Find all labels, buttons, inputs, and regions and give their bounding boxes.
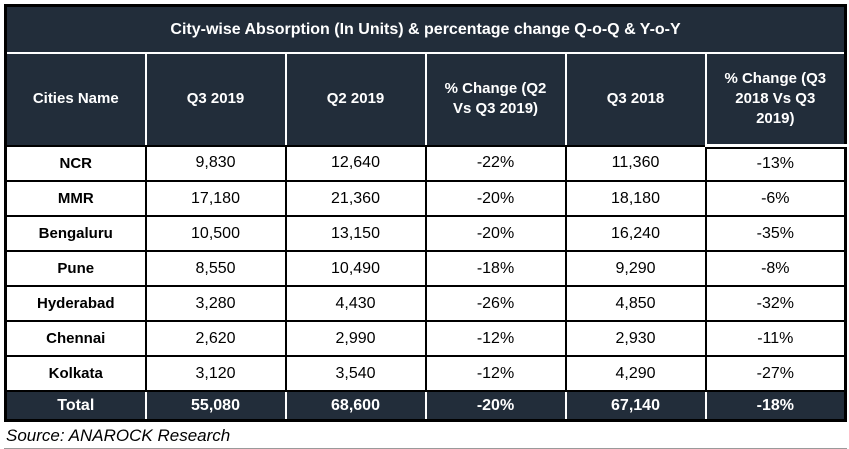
city-cell: NCR — [4, 144, 147, 182]
value-cell: -12% — [424, 355, 567, 392]
table-row: Bengaluru 10,500 13,150 -20% 16,240 -35% — [4, 215, 847, 252]
value-cell: 2,930 — [564, 320, 707, 357]
table-row: Chennai 2,620 2,990 -12% 2,930 -11% — [4, 320, 847, 357]
column-header-q3-2019: Q3 2019 — [144, 52, 287, 147]
column-header-cities: Cities Name — [4, 52, 147, 147]
value-cell: 4,290 — [564, 355, 707, 392]
value-cell: 13,150 — [284, 215, 427, 252]
column-header-q3-2018: Q3 2018 — [564, 52, 707, 147]
value-cell: 4,850 — [564, 285, 707, 322]
value-cell: -27% — [704, 355, 847, 392]
value-cell: 17,180 — [144, 180, 287, 217]
table-title: City-wise Absorption (In Units) & percen… — [5, 5, 846, 54]
city-cell: Hyderabad — [4, 285, 147, 322]
value-cell: -35% — [704, 215, 847, 252]
value-cell: -8% — [704, 250, 847, 287]
column-header-yoy-change: % Change (Q3 2018 Vs Q3 2019) — [704, 52, 847, 147]
total-value-cell: 55,080 — [144, 390, 287, 422]
table-row: Hyderabad 3,280 4,430 -26% 4,850 -32% — [4, 285, 847, 322]
column-header-q2-2019: Q2 2019 — [284, 52, 427, 147]
value-cell: 10,490 — [284, 250, 427, 287]
value-cell: -20% — [424, 180, 567, 217]
table-row: MMR 17,180 21,360 -20% 18,180 -6% — [4, 180, 847, 217]
value-cell: 3,120 — [144, 355, 287, 392]
value-cell: -20% — [424, 215, 567, 252]
value-cell: 2,990 — [284, 320, 427, 357]
city-cell: Chennai — [4, 320, 147, 357]
city-cell: Pune — [4, 250, 147, 287]
value-cell: 18,180 — [564, 180, 707, 217]
value-cell: 11,360 — [564, 144, 707, 182]
value-cell: -32% — [704, 285, 847, 322]
absorption-table: City-wise Absorption (In Units) & percen… — [4, 4, 848, 422]
value-cell: -13% — [704, 144, 847, 182]
total-label-cell: Total — [4, 390, 147, 422]
total-value-cell: -18% — [704, 390, 847, 422]
title-row: City-wise Absorption (In Units) & percen… — [5, 5, 846, 54]
value-cell: 10,500 — [144, 215, 287, 252]
value-cell: -26% — [424, 285, 567, 322]
source-note: Source: ANAROCK Research — [4, 422, 847, 449]
value-cell: -22% — [424, 144, 567, 182]
value-cell: 4,430 — [284, 285, 427, 322]
total-value-cell: -20% — [424, 390, 567, 422]
table-row: Pune 8,550 10,490 -18% 9,290 -8% — [4, 250, 847, 287]
value-cell: -11% — [704, 320, 847, 357]
total-value-cell: 68,600 — [284, 390, 427, 422]
value-cell: 16,240 — [564, 215, 707, 252]
table-row: NCR 9,830 12,640 -22% 11,360 -13% — [4, 144, 847, 182]
city-cell: MMR — [4, 180, 147, 217]
header-row: Cities Name Q3 2019 Q2 2019 % Change (Q2… — [4, 52, 847, 147]
value-cell: 8,550 — [144, 250, 287, 287]
value-cell: 9,830 — [144, 144, 287, 182]
city-cell: Kolkata — [4, 355, 147, 392]
value-cell: -6% — [704, 180, 847, 217]
city-cell: Bengaluru — [4, 215, 147, 252]
value-cell: 9,290 — [564, 250, 707, 287]
value-cell: -12% — [424, 320, 567, 357]
column-header-qoq-change: % Change (Q2 Vs Q3 2019) — [424, 52, 567, 147]
value-cell: -18% — [424, 250, 567, 287]
value-cell: 3,540 — [284, 355, 427, 392]
total-value-cell: 67,140 — [564, 390, 707, 422]
value-cell: 3,280 — [144, 285, 287, 322]
value-cell: 21,360 — [284, 180, 427, 217]
value-cell: 2,620 — [144, 320, 287, 357]
total-row: Total 55,080 68,600 -20% 67,140 -18% — [4, 390, 847, 422]
value-cell: 12,640 — [284, 144, 427, 182]
table-row: Kolkata 3,120 3,540 -12% 4,290 -27% — [4, 355, 847, 392]
